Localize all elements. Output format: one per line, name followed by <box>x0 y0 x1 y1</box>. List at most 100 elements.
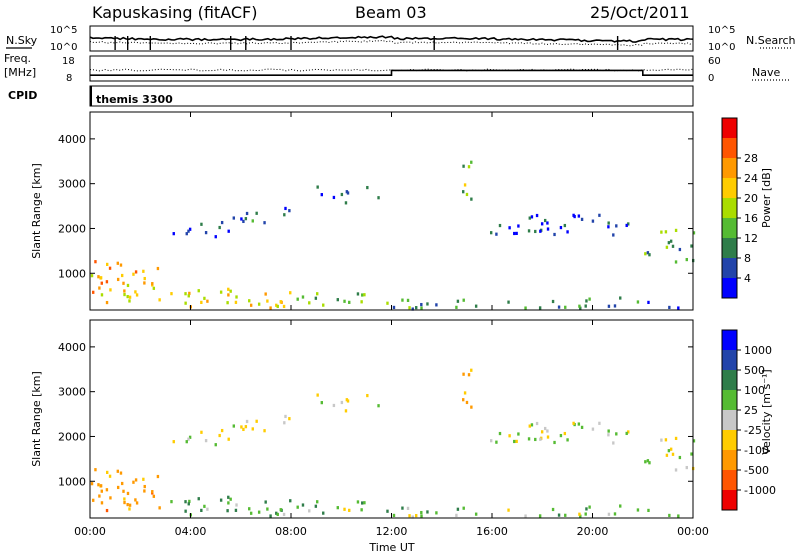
velocity-cell <box>249 511 253 515</box>
velocity-cell <box>92 498 95 502</box>
velocity-cell <box>671 452 675 456</box>
velocity-cell <box>361 501 364 505</box>
velocity-cell <box>229 497 232 501</box>
power-cell <box>366 185 369 190</box>
power-cell <box>266 299 269 303</box>
cpid-label: CPID <box>8 89 37 102</box>
power-cell <box>336 298 339 302</box>
power-cell <box>269 306 272 310</box>
velocity-cell <box>214 443 217 447</box>
power-cell <box>572 213 575 217</box>
cpid-panel <box>89 85 694 107</box>
velocity-cell <box>332 403 336 408</box>
power-cell <box>340 192 344 197</box>
beam-title: Beam 03 <box>355 3 427 22</box>
power-cell <box>263 221 266 225</box>
range-tick-label: 1000 <box>58 267 86 280</box>
range-tick-label: 1000 <box>58 475 86 488</box>
range-tick-label: 3000 <box>58 386 86 399</box>
power-cell <box>218 225 221 230</box>
velocity-cell <box>515 439 518 444</box>
power-cell <box>515 231 518 236</box>
power-cell <box>296 297 299 301</box>
power-cell <box>674 260 678 264</box>
power-cell <box>577 214 581 218</box>
velocity-cell <box>647 508 650 513</box>
colorbar-segment <box>722 390 737 410</box>
nsky-label: N.Sky <box>6 34 38 47</box>
power-cell <box>420 306 423 310</box>
power-colorbar-tick-label: 24 <box>744 172 758 185</box>
power-cell <box>462 164 465 168</box>
power-cell <box>530 215 534 219</box>
power-cell <box>489 231 493 235</box>
colorbar-segment <box>722 450 737 470</box>
power-cell <box>187 294 190 298</box>
time-tick-label: 04:00 <box>175 525 207 538</box>
power-cell <box>234 300 238 304</box>
power-cell <box>120 273 124 278</box>
velocity-cell <box>692 439 696 443</box>
colorbar-segment <box>722 238 737 258</box>
velocity-colorbar-tick-label: -100 <box>744 444 769 457</box>
velocity-cell <box>122 489 125 493</box>
velocity-yaxis-label: Slant Range [km] <box>30 371 43 467</box>
velocity-cell <box>184 500 187 504</box>
power-cell <box>244 217 248 221</box>
power-cell <box>507 300 510 304</box>
power-cell <box>646 251 650 255</box>
power-cell <box>187 229 190 233</box>
velocity-cell <box>188 435 192 439</box>
power-cell <box>257 302 261 306</box>
power-cell <box>462 190 465 194</box>
power-cell <box>538 306 542 310</box>
velocity-cell <box>346 399 350 403</box>
range-tick-label: 3000 <box>58 178 86 191</box>
velocity-cell <box>636 508 640 512</box>
noise-tick-bottom-right: 10^0 <box>708 42 735 53</box>
velocity-cell <box>648 461 651 465</box>
power-cell <box>615 224 618 228</box>
power-colorbar-tick-label: 8 <box>744 252 751 265</box>
velocity-cell <box>235 503 238 507</box>
velocity-colorbar-tick-label: 500 <box>744 364 765 377</box>
power-cell <box>227 293 230 297</box>
power-cell <box>386 301 389 305</box>
power-cell <box>363 293 366 297</box>
power-cell <box>308 301 311 305</box>
colorbar-segment <box>722 278 737 298</box>
velocity-cell <box>142 477 145 481</box>
velocity-cell <box>366 393 369 398</box>
velocity-cell <box>123 497 126 501</box>
velocity-cell <box>234 508 238 512</box>
velocity-cell <box>135 501 139 505</box>
velocity-cell <box>116 485 120 490</box>
power-cell <box>524 306 527 310</box>
velocity-cell <box>226 509 229 513</box>
power-cell <box>106 262 109 267</box>
power-cell <box>564 305 567 309</box>
power-cell <box>647 300 650 305</box>
noise-spikes <box>114 36 619 50</box>
velocity-cell <box>116 469 120 473</box>
power-cell <box>644 252 647 256</box>
power-cell <box>105 280 109 284</box>
power-cell <box>539 229 542 233</box>
velocity-cell <box>232 424 236 428</box>
power-cell <box>474 304 478 308</box>
velocity-cell <box>588 505 591 509</box>
power-cell <box>660 230 663 234</box>
velocity-cell <box>470 405 473 409</box>
power-cell <box>98 286 101 290</box>
power-cell <box>119 263 123 267</box>
velocity-cell <box>143 489 146 493</box>
power-cell <box>513 231 516 236</box>
power-cell <box>361 293 364 297</box>
velocity-cell <box>126 502 129 507</box>
power-cell <box>465 192 469 197</box>
velocity-cell <box>462 506 465 510</box>
power-cell <box>455 305 458 309</box>
velocity-cell <box>426 510 429 514</box>
power-cell <box>227 287 230 291</box>
velocity-cell <box>227 501 230 505</box>
